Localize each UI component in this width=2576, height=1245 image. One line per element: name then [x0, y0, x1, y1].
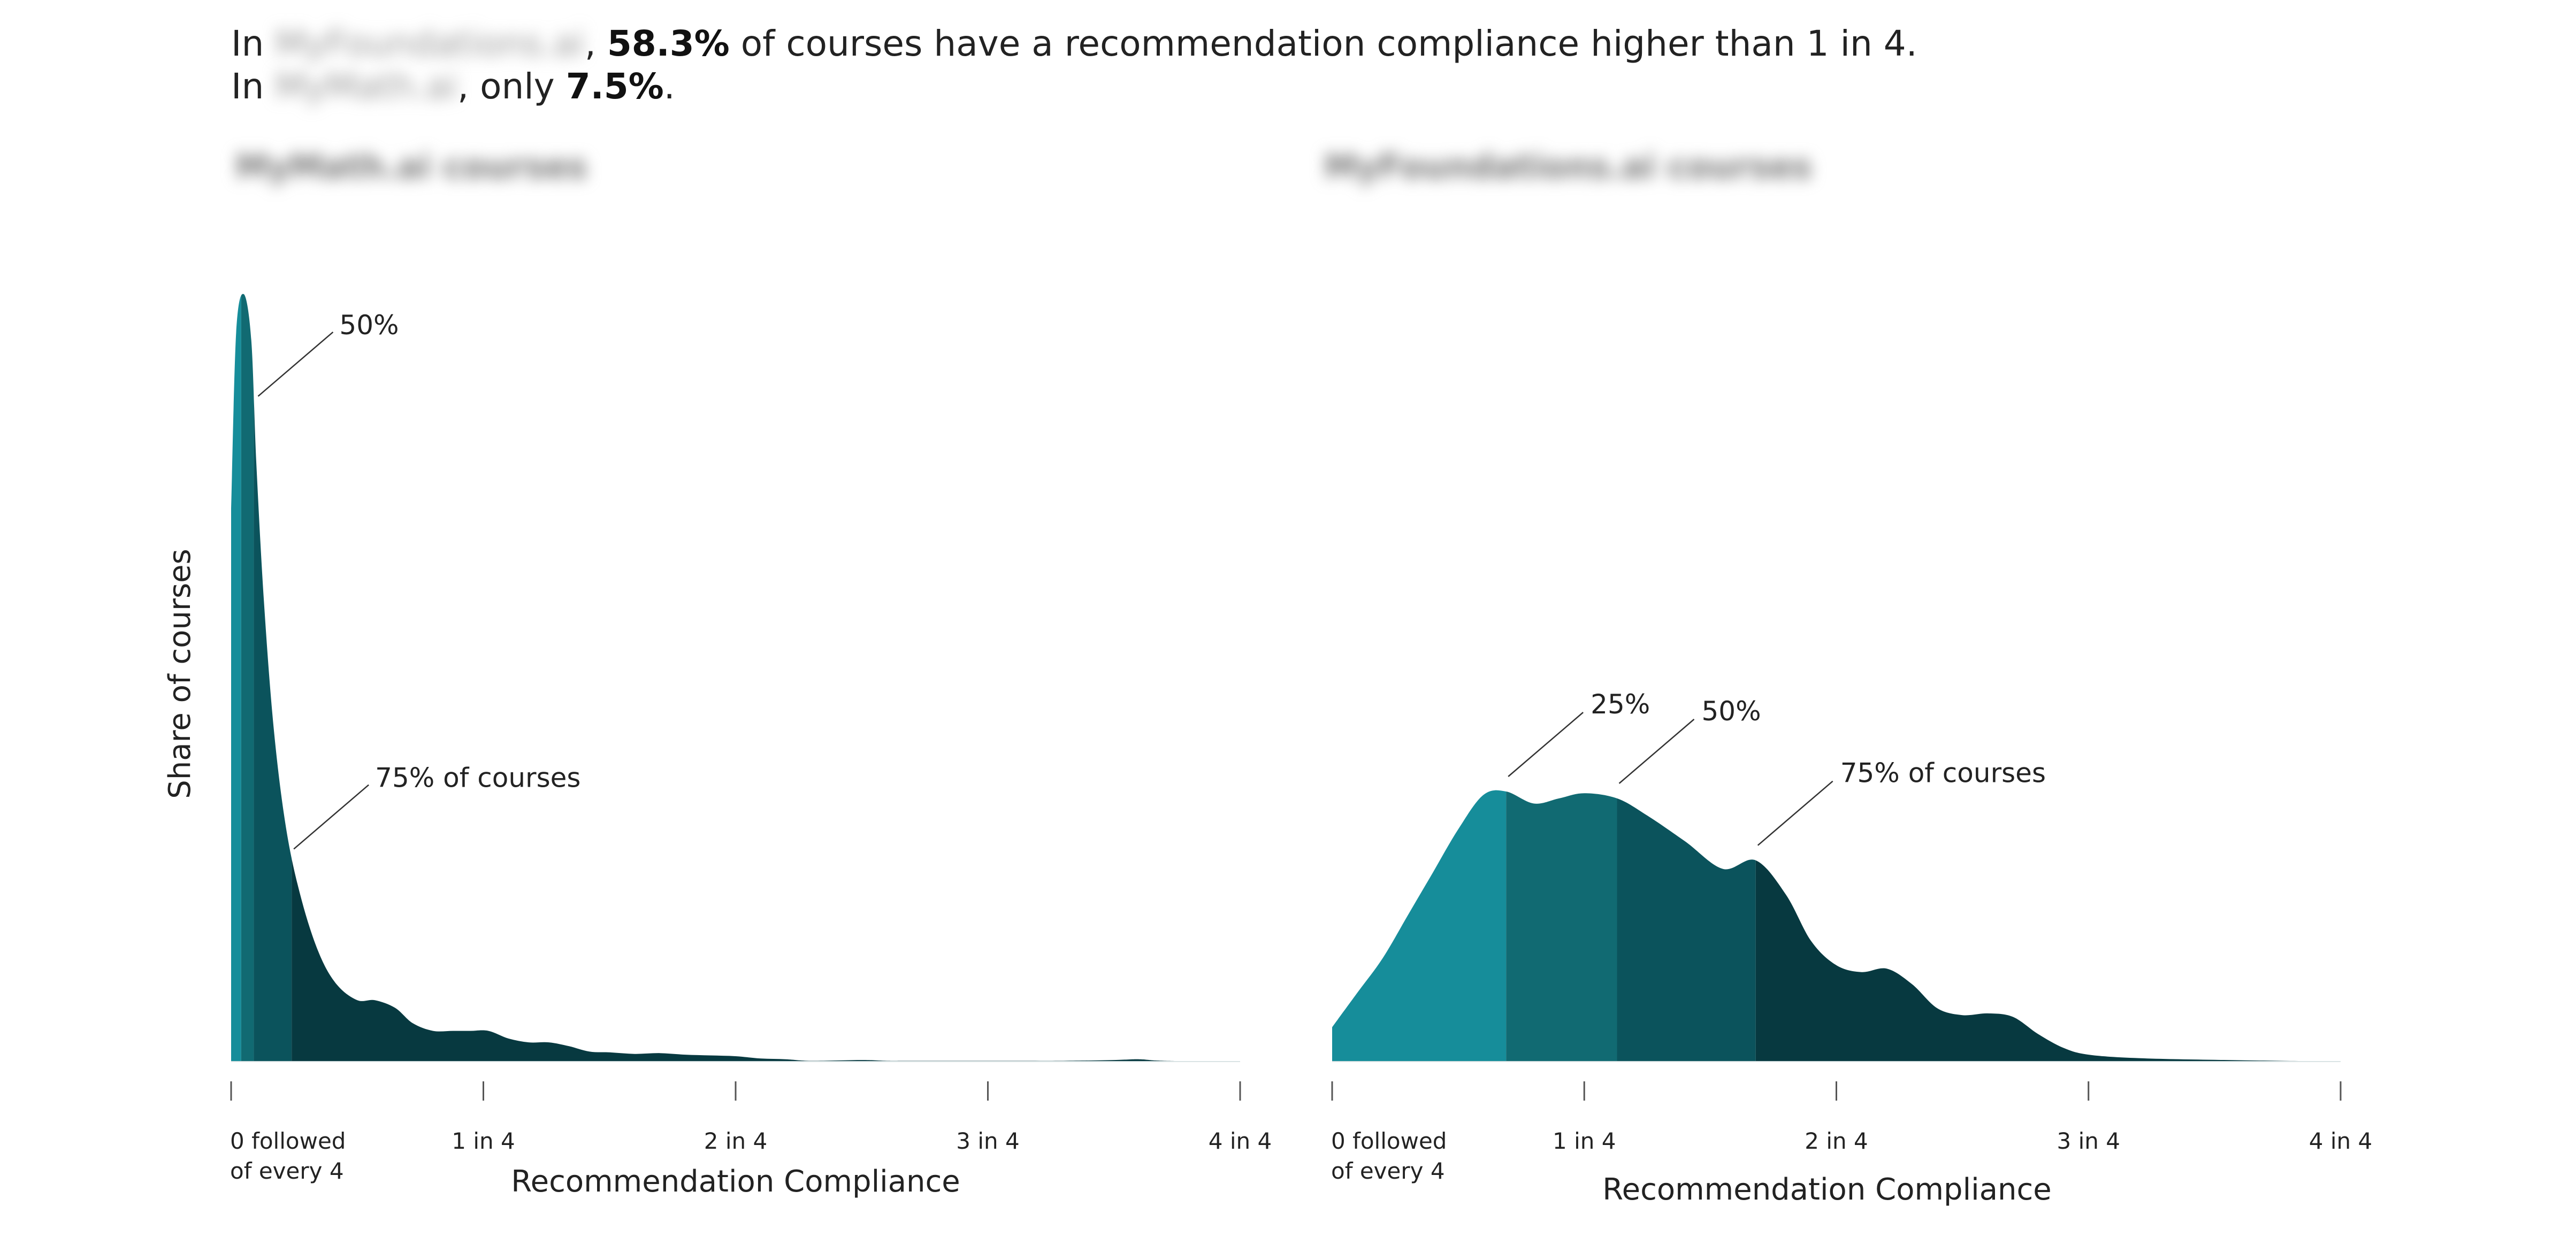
headline-value-2: 7.5% [565, 66, 664, 107]
blurred-product-name-1: MyFoundations.ai [275, 23, 585, 64]
headline-value-1: 58.3% [607, 23, 730, 64]
panel-left: 0 followed of every 4 1 in 4 2 in 4 3 in 4 4 … [163, 294, 1272, 1199]
x-tick-label: 1 in 4 [452, 1128, 515, 1154]
annotation-label: 50% [1702, 696, 1761, 727]
right-panel-title: MyFoundations.ai courses [1324, 147, 1812, 186]
headline-line-1: In MyFoundations.ai, 58.3% of courses ha… [231, 22, 1917, 65]
left-panel-title: MyMath.ai courses [235, 147, 587, 186]
headline-suffix-2: . [663, 66, 675, 107]
annotation-label: 50% [339, 310, 399, 341]
x-tick-label: 3 in 4 [2057, 1128, 2120, 1154]
quartile-band-2 [1506, 790, 1617, 1062]
annotation-leader [293, 784, 369, 850]
x-tick-label: 3 in 4 [956, 1128, 1019, 1154]
headline-sep-2: , only [457, 66, 566, 107]
quartile-band-3 [254, 294, 292, 1062]
x-tick-label: 2 in 4 [1805, 1128, 1868, 1154]
x-tick-label: 1 in 4 [1553, 1128, 1616, 1154]
headline-sep-1: , [584, 23, 607, 64]
headline-line-2: In MyMath.ai, only 7.5%. [231, 65, 675, 108]
x-tick-label: 0 followed of every 4 [230, 1128, 346, 1184]
quartile-band-4 [292, 294, 1240, 1062]
annotation-leader [1508, 712, 1584, 777]
x-tick-label: 2 in 4 [704, 1128, 767, 1154]
quartile-band-1 [231, 294, 241, 1062]
quartile-band-4 [1755, 790, 2341, 1062]
annotation-label: 25% [1591, 689, 1650, 720]
annotation-label: 75% of courses [1840, 758, 2046, 789]
annotation-leader [1618, 718, 1695, 784]
blurred-product-name-2: MyMath.ai [275, 66, 458, 107]
panel-right: 0 followed of every 4 1 in 4 2 in 4 3 in 4 4 … [1331, 689, 2372, 1207]
headline-suffix-1: of courses have a recommendation complia… [729, 23, 1917, 64]
x-tick-label: 0 followed of every 4 [1331, 1128, 1447, 1184]
y-axis-label: Share of courses [163, 549, 197, 799]
headline-prefix-1: In [231, 23, 276, 64]
x-axis-label: Recommendation Compliance [1602, 1172, 2052, 1207]
annotation-leader [257, 331, 334, 397]
x-tick-label: 4 in 4 [1209, 1128, 1272, 1154]
x-axis-label: Recommendation Compliance [511, 1164, 960, 1199]
annotation-leader [1757, 780, 1833, 846]
quartile-band-1 [1332, 790, 1507, 1062]
quartile-band-2 [241, 294, 254, 1062]
quartile-band-3 [1617, 790, 1756, 1062]
x-tick-label: 4 in 4 [2309, 1128, 2372, 1154]
headline-prefix-2: In [231, 66, 276, 107]
annotation-label: 75% of courses [375, 763, 580, 794]
